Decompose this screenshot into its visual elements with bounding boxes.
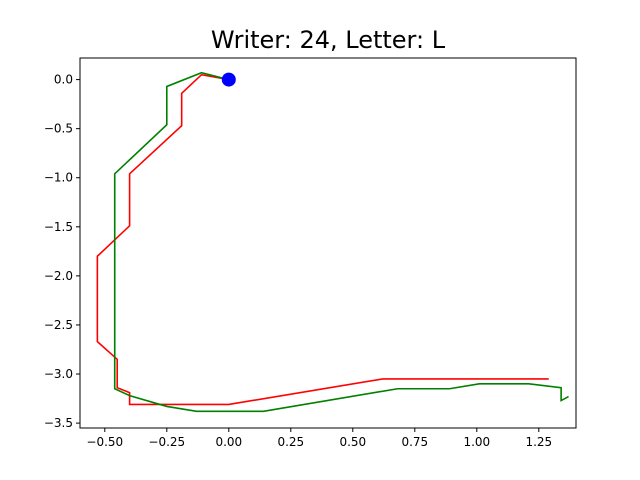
x-axis: −0.50 −0.25 0.00 0.25 0.50 0.75 1.00 1.25 [86,428,552,449]
y-axis: 0.0 −0.5 −1.0 −1.5 −2.0 −2.5 −3.0 −3.5 [44,73,80,430]
x-tick-label: −0.50 [86,435,123,449]
x-tick-label: 0.50 [339,435,366,449]
x-tick-label: 1.25 [525,435,552,449]
y-tick-label: 0.0 [54,73,73,87]
chart-title: Writer: 24, Letter: L [211,26,446,54]
start-point-marker [221,72,236,87]
y-tick-label: −1.5 [44,220,73,234]
series-layer [96,71,569,413]
y-tick-label: −0.5 [44,122,73,136]
marker-layer [221,72,236,87]
y-tick-label: −3.5 [44,416,73,430]
y-tick-label: −1.0 [44,171,73,185]
axes-frame [79,57,577,429]
plot-area [79,57,577,429]
x-tick-label: 1.00 [463,435,490,449]
plot-background [80,58,576,428]
x-tick-label: −0.25 [148,435,185,449]
x-tick-label: 0.75 [401,435,428,449]
y-tick-label: −3.0 [44,367,73,381]
series-line-1 [96,73,549,406]
series-line-2 [113,71,569,413]
x-tick-label: 0.00 [215,435,242,449]
y-tick-label: −2.5 [44,318,73,332]
x-tick-label: 0.25 [277,435,304,449]
y-tick-label: −2.0 [44,269,73,283]
